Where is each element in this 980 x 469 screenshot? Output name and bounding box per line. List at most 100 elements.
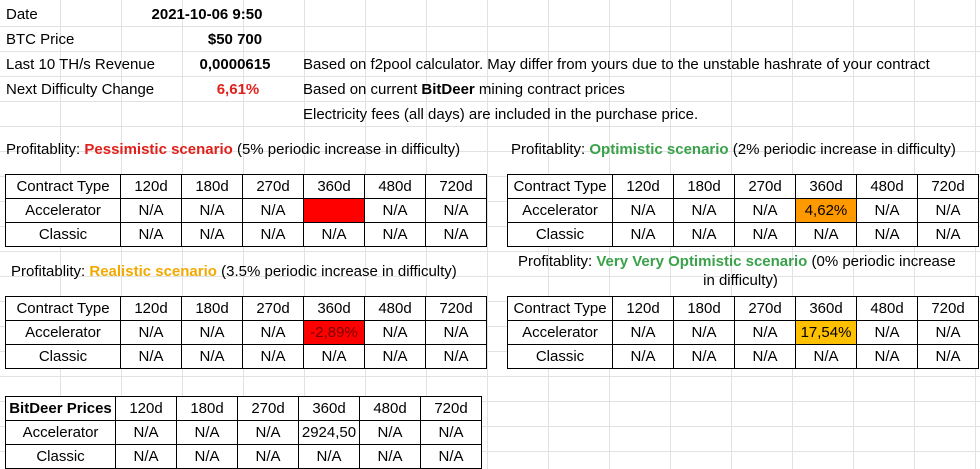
column-header: 120d — [612, 174, 674, 199]
row-label: Accelerator — [5, 320, 121, 345]
very-optimistic-title-line2: in difficulty) — [703, 272, 778, 289]
column-header: 720d — [420, 396, 482, 421]
table-cell: N/A — [242, 320, 304, 345]
difficulty-value: 6,61% — [216, 81, 260, 98]
table-cell: N/A — [115, 420, 177, 445]
column-header: 360d — [795, 174, 857, 199]
table-row: Classic N/A N/A N/A N/A N/A N/A — [5, 222, 487, 247]
column-header: 270d — [237, 396, 299, 421]
table-cell: N/A — [673, 198, 735, 223]
table-cell: N/A — [176, 444, 238, 469]
table-header-row: Contract Type 120d 180d 270d 360d 480d 7… — [507, 296, 979, 321]
column-header: 180d — [176, 396, 238, 421]
note-prices-post: mining contract prices — [474, 81, 625, 98]
column-header: 360d — [795, 296, 857, 321]
table-cell: N/A — [359, 444, 421, 469]
column-header: 360d — [303, 174, 365, 199]
table-cell: N/A — [181, 198, 243, 223]
table-cell: 2924,50 — [298, 420, 360, 445]
column-header: 180d — [673, 174, 735, 199]
column-header: 480d — [364, 296, 426, 321]
date-label: Date — [6, 6, 38, 23]
table-cell: N/A — [734, 320, 796, 345]
table-cell: N/A — [120, 320, 182, 345]
column-header: 480d — [364, 174, 426, 199]
table-cell: N/A — [612, 222, 674, 247]
note-prices-brand: BitDeer — [421, 81, 475, 98]
optimistic-table: Contract Type 120d 180d 270d 360d 480d 7… — [507, 174, 979, 247]
column-header: 180d — [673, 296, 735, 321]
table-cell: N/A — [734, 222, 796, 247]
table-cell: N/A — [425, 222, 487, 247]
very-optimistic-title-prefix: Profitablity: — [518, 253, 597, 270]
note-prices: Based on current BitDeer mining contract… — [303, 78, 625, 102]
column-header: 270d — [734, 174, 796, 199]
table-cell: N/A — [120, 222, 182, 247]
pessimistic-title-name: Pessimistic scenario — [84, 141, 233, 158]
table-cell: N/A — [856, 344, 918, 369]
row-label: Accelerator — [5, 420, 116, 445]
column-header: 480d — [856, 174, 918, 199]
table-row: Classic N/A N/A N/A N/A N/A N/A — [5, 344, 487, 369]
note-calculator: Based on f2pool calculator. May differ f… — [303, 56, 930, 73]
column-header: Contract Type — [507, 174, 613, 199]
column-header: 120d — [120, 296, 182, 321]
realistic-title-suffix: (3.5% periodic increase in difficulty) — [216, 263, 457, 280]
prices-table: BitDeer Prices 120d 180d 270d 360d 480d … — [5, 396, 482, 469]
column-header: 120d — [612, 296, 674, 321]
table-cell: N/A — [420, 444, 482, 469]
note-electricity: Electricity fees (all days) are included… — [303, 106, 699, 123]
table-cell: N/A — [120, 198, 182, 223]
table-cell: N/A — [917, 320, 979, 345]
table-cell: N/A — [303, 222, 365, 247]
table-cell: N/A — [176, 420, 238, 445]
column-header: 720d — [917, 296, 979, 321]
column-header: 480d — [856, 296, 918, 321]
table-cell: N/A — [795, 222, 857, 247]
column-header: 720d — [425, 174, 487, 199]
table-cell: N/A — [425, 198, 487, 223]
btc-price-label: BTC Price — [6, 31, 75, 48]
optimistic-title-suffix: (2% periodic increase in difficulty) — [728, 141, 956, 158]
column-header: 180d — [181, 174, 243, 199]
pessimistic-table: Contract Type 120d 180d 270d 360d 480d 7… — [5, 174, 487, 247]
table-cell: N/A — [115, 444, 177, 469]
note-prices-pre: Based on current — [303, 81, 422, 98]
table-row: Accelerator N/A N/A N/A 4,62% N/A N/A — [507, 198, 979, 223]
table-row: Accelerator N/A N/A N/A N/A N/A — [5, 198, 487, 223]
very-optimistic-title: Profitablity: Very Very Optimistic scena… — [518, 252, 956, 271]
table-row: Classic N/A N/A N/A N/A N/A N/A — [507, 344, 979, 369]
table-cell: N/A — [425, 320, 487, 345]
column-header: 120d — [120, 174, 182, 199]
table-row: Accelerator N/A N/A N/A 2924,50 N/A N/A — [5, 420, 482, 445]
column-header: 360d — [298, 396, 360, 421]
pessimistic-title-prefix: Profitablity: — [6, 141, 85, 158]
date-value: 2021-10-06 9:50 — [151, 6, 263, 23]
column-header: 720d — [917, 174, 979, 199]
table-cell: N/A — [795, 344, 857, 369]
realistic-title: Profitablity: Realistic scenario (3.5% p… — [11, 261, 457, 283]
table-cell: N/A — [612, 198, 674, 223]
table-cell: N/A — [673, 222, 735, 247]
revenue-value: 0,0000615 — [199, 56, 271, 73]
row-label: Classic — [5, 444, 116, 469]
table-header-row: BitDeer Prices 120d 180d 270d 360d 480d … — [5, 396, 482, 421]
table-cell: N/A — [237, 444, 299, 469]
table-cell: N/A — [856, 222, 918, 247]
table-cell: N/A — [856, 198, 918, 223]
table-cell-highlighted — [303, 198, 365, 223]
table-cell: N/A — [364, 320, 426, 345]
optimistic-title-prefix: Profitablity: — [511, 141, 590, 158]
pessimistic-title: Profitablity: Pessimistic scenario (5% p… — [6, 139, 460, 161]
column-header: 360d — [303, 296, 365, 321]
column-header: 180d — [181, 296, 243, 321]
table-header-row: Contract Type 120d 180d 270d 360d 480d 7… — [5, 296, 487, 321]
btc-price-value: $50 700 — [207, 31, 263, 48]
table-cell: N/A — [734, 344, 796, 369]
row-label: Classic — [5, 344, 121, 369]
table-cell: N/A — [242, 344, 304, 369]
table-cell: N/A — [673, 320, 735, 345]
revenue-label: Last 10 TH/s Revenue — [6, 56, 155, 73]
table-cell-highlighted: 4,62% — [795, 198, 857, 223]
realistic-title-prefix: Profitablity: — [11, 263, 90, 280]
